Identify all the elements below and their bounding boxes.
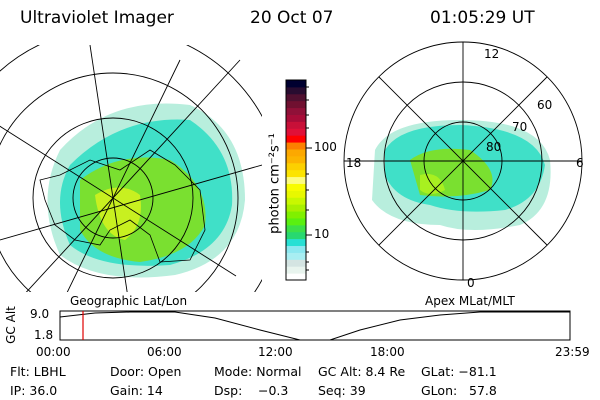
mlt-label-6: 6 [576, 156, 584, 170]
dsp-value: −0.3 [258, 383, 289, 398]
seq-value: Seq: 39 [318, 383, 366, 398]
colorbar-swatch [286, 190, 306, 198]
colorbar-swatch [286, 162, 306, 171]
colorbar-swatch [286, 176, 306, 184]
colorbar-swatch [286, 128, 306, 136]
xtick-0600: 06:00 [147, 345, 182, 359]
colorbar-swatch [286, 135, 306, 143]
colorbar-swatch [286, 86, 306, 95]
xtick-1200: 12:00 [258, 345, 293, 359]
lat-label-80: 80 [486, 140, 502, 154]
mode-value: Mode: Normal [214, 364, 302, 379]
colorbar-swatch [286, 238, 306, 247]
altitude-ytick-1.8: 1.8 [34, 328, 54, 342]
geographic-map [0, 45, 262, 292]
mlt-label-0: 0 [467, 276, 475, 290]
right-map-label: Apex MLat/MLT [425, 294, 515, 308]
colorbar-ticks [306, 86, 312, 271]
mlt-label-12: 12 [484, 47, 500, 61]
xtick-1800: 18:00 [370, 345, 405, 359]
colorbar-swatch [286, 142, 306, 150]
lat-label-60: 60 [537, 98, 553, 112]
colorbar-swatch [286, 252, 306, 260]
colorbar-swatch [286, 183, 306, 191]
mlt-label-18: 18 [346, 156, 362, 170]
colorbar-swatch [286, 197, 306, 205]
colorbar-swatch [286, 217, 306, 226]
colorbar-swatch [286, 266, 306, 274]
colorbar-swatch [286, 148, 306, 157]
xtick-0000: 00:00 [36, 345, 71, 359]
colorbar-swatch [286, 211, 306, 219]
gc-alt-value: GC Alt: 8.4 Re [318, 364, 406, 379]
altitude-plot-frame [59, 310, 571, 341]
colorbar-swatch [286, 245, 306, 253]
altitude-ylabel: GC Alt [3, 306, 18, 344]
colorbar-swatch [286, 80, 306, 88]
ip-value: IP: 36.0 [10, 383, 58, 398]
glon-label: GLon: [421, 383, 458, 398]
colorbar-unit-label: photon cm⁻²s⁻¹ [267, 133, 283, 234]
instrument-title: Ultraviolet Imager [20, 8, 174, 28]
date-label: 20 Oct 07 [250, 8, 334, 28]
colorbar-swatch [286, 114, 306, 122]
dsp-label: Dsp: [214, 383, 243, 398]
mlat-grid [343, 41, 583, 281]
colorbar-swatch [286, 169, 306, 178]
filter-value: Flt: LBHL [10, 364, 66, 379]
colorbar-tick-10: 10 [314, 227, 330, 241]
lat-label-70: 70 [512, 120, 528, 134]
colorbar-swatch [286, 93, 306, 102]
glat-value: GLat: −81.1 [421, 364, 497, 379]
magnetic-map [372, 120, 551, 230]
altitude-ytick-9: 9.0 [30, 307, 50, 321]
colorbar-swatch [286, 100, 306, 109]
colorbar-swatch [286, 107, 306, 115]
glon-value: 57.8 [469, 383, 497, 398]
altitude-curve [59, 311, 570, 341]
colorbar-swatch [286, 224, 306, 233]
time-label: 01:05:29 UT [430, 8, 535, 28]
colorbar-swatch [286, 204, 306, 212]
colorbar-swatch [286, 259, 306, 267]
gain-value: Gain: 14 [110, 383, 163, 398]
colorbar-swatch [286, 273, 306, 281]
colorbar-swatch [286, 231, 306, 240]
colorbar-swatch [286, 121, 306, 129]
door-value: Door: Open [110, 364, 182, 379]
xtick-2359: 23:59 [555, 345, 590, 359]
colorbar-tick-100: 100 [314, 140, 337, 154]
colorbar-swatch [286, 155, 306, 164]
colorbar [286, 80, 306, 281]
left-map-label: Geographic Lat/Lon [70, 294, 188, 308]
